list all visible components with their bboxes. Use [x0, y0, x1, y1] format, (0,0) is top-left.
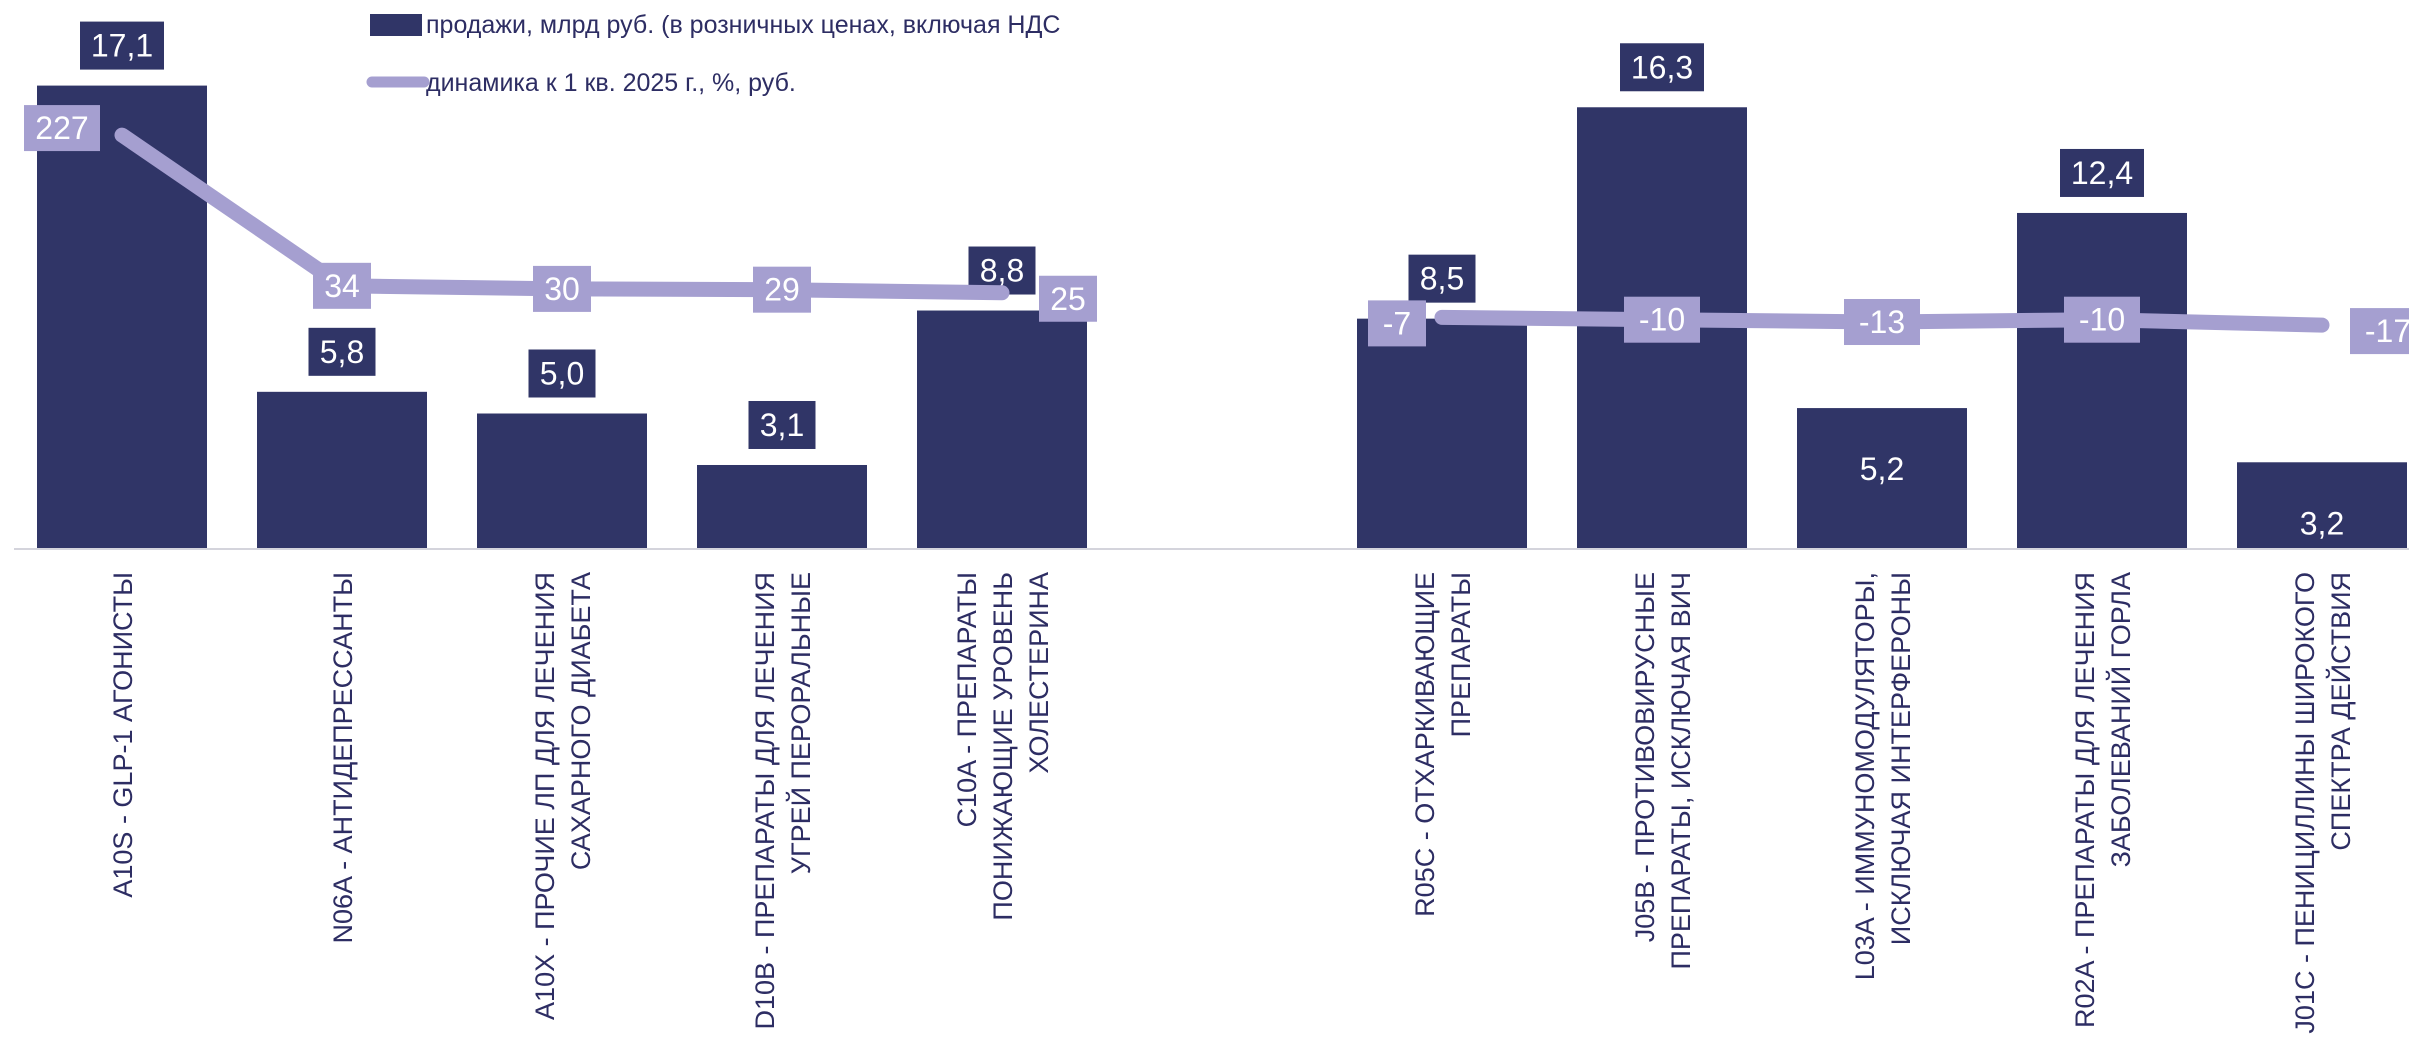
category-label: A10X - ПРОЧИЕ ЛП ДЛЯ ЛЕЧЕНИЯ САХАРНОГО ДИ… [530, 572, 596, 1020]
bar-value-label: 5,2 [1860, 451, 1904, 487]
category-label-line: L03A - ИММУНОМОДУЛЯТОРЫ, [1850, 572, 1880, 980]
category-label-line: J05B - ПРОТИВОВИРУСНЫЕ [1630, 572, 1660, 942]
line-value-label: -17 [2365, 313, 2409, 349]
category-label-line: САХАРНОГО ДИАБЕТА [566, 572, 596, 870]
bars-layer: 17,1 5,8 5,0 3,1 8,8 8,5 16,3 5,2 12,4 3,2 [37, 21, 2407, 550]
line-value-label: 30 [544, 271, 580, 307]
bar-value-box [528, 349, 596, 398]
line-value-label: -10 [2079, 302, 2125, 338]
bar [917, 310, 1087, 549]
category-label-line: R02A - ПРЕПАРАТЫ ДЛЯ ЛЕЧЕНИЯ [2070, 572, 2100, 1028]
line-value-box [1039, 275, 1097, 322]
line-value-box [24, 105, 100, 152]
line-value-label: 29 [764, 272, 800, 308]
category-label-line: ЗАБОЛЕВАНИЙ ГОРЛА [2105, 572, 2136, 867]
category-label-line: ХОЛЕСТЕРИНА [1024, 572, 1054, 774]
line-layer: 227 34 30 29 25 -7 -10 -13 -10 -17 [24, 105, 2409, 355]
bar-value-label: 17,1 [91, 28, 153, 64]
category-label: L03A - ИММУНОМОДУЛЯТОРЫ, ИСКЛЮЧАЯ ИНТЕРФЕ… [1850, 572, 1916, 980]
line-value-label: -10 [1639, 302, 1685, 338]
bar-value-box [748, 400, 816, 449]
category-label-line: C10A - ПРЕПАРАТЫ [952, 572, 982, 827]
category-label: A10S - GLP-1 АГОНИСТЫ [108, 572, 138, 898]
category-label: R02A - ПРЕПАРАТЫ ДЛЯ ЛЕЧЕНИЯ ЗАБОЛЕВАНИЙ … [2070, 572, 2136, 1028]
legend-line-label: динамика к 1 кв. 2025 г., %, руб. [426, 69, 796, 97]
bar-value-label: 16,3 [1631, 49, 1693, 85]
category-label-line: ПРЕПАРАТЫ [1446, 572, 1476, 737]
bar-value-box [2060, 148, 2144, 197]
bar-value-box [80, 21, 164, 70]
bar-value-box [1408, 254, 1476, 303]
bar-value-label: 5,8 [320, 334, 364, 370]
line-value-label: -13 [1859, 304, 1905, 340]
line-value-box [1624, 296, 1700, 343]
bar [257, 391, 427, 549]
bar [1357, 318, 1527, 549]
category-label-line: A10X - ПРОЧИЕ ЛП ДЛЯ ЛЕЧЕНИЯ [530, 572, 560, 1020]
bar-value-box [1620, 43, 1704, 92]
category-label: C10A - ПРЕПАРАТЫ ПОНИЖАЮЩИЕ УРОВЕНЬ ХОЛЕСТ… [952, 572, 1054, 921]
legend-bar-swatch [370, 14, 422, 36]
line-value-box [753, 266, 811, 313]
bar [697, 464, 867, 549]
legend: продажи, млрд руб. (в розничных ценах, в… [366, 11, 1060, 97]
line-value-box [313, 262, 371, 309]
category-label-line: J01C - ПЕНИЦИЛЛИНЫ ШИРОКОГО [2290, 572, 2320, 1034]
category-label-line: УГРЕЙ ПЕРОРАЛЬНЫЕ [785, 572, 816, 874]
bar-value-label: 5,0 [540, 356, 584, 392]
bar [1797, 408, 1967, 549]
bar-value-label: 8,8 [980, 253, 1024, 289]
bar [477, 413, 647, 549]
category-label-line: ПОНИЖАЮЩИЕ УРОВЕНЬ [988, 572, 1018, 921]
line-value-box [2064, 296, 2140, 343]
category-label: J01C - ПЕНИЦИЛЛИНЫ ШИРОКОГО СПЕКТРА ДЕЙСТ… [2290, 572, 2356, 1034]
bar-value-box [308, 327, 376, 376]
line-value-box [1844, 299, 1920, 346]
category-label-line: R05C - ОТХАРКИВАЮЩИЕ [1410, 572, 1440, 917]
line-value-box [1368, 300, 1426, 347]
category-label-line: D10B - ПРЕПАРАТЫ ДЛЯ ЛЕЧЕНИЯ [750, 572, 780, 1030]
category-label: R05C - ОТХАРКИВАЮЩИЕ ПРЕПАРАТЫ [1410, 572, 1476, 917]
bar-value-label: 12,4 [2071, 155, 2133, 191]
category-label: J05B - ПРОТИВОВИРУСНЫЕ ПРЕПАРАТЫ, ИСКЛЮЧА… [1630, 572, 1696, 970]
category-label-line: N06A - АНТИДЕПРЕССАНТЫ [328, 572, 358, 943]
bar [37, 85, 207, 549]
legend-bar-label: продажи, млрд руб. (в розничных ценах, в… [426, 11, 1060, 39]
line-value-label: -7 [1383, 305, 1411, 341]
bar [2237, 462, 2407, 549]
category-labels: A10S - GLP-1 АГОНИСТЫ N06A - АНТИДЕПРЕССА… [108, 572, 2356, 1034]
bar-value-label: 3,1 [760, 407, 804, 443]
line-value-box [2350, 308, 2409, 355]
line-value-label: 227 [35, 110, 88, 146]
category-label-line: СПЕКТРА ДЕЙСТВИЯ [2325, 572, 2356, 851]
bar [2017, 212, 2187, 549]
category-label: N06A - АНТИДЕПРЕССАНТЫ [328, 572, 358, 943]
line-value-label: 34 [324, 268, 360, 304]
bar-value-label: 3,2 [2300, 505, 2344, 541]
category-label-line: ПРЕПАРАТЫ, ИСКЛЮЧАЯ ВИЧ [1666, 572, 1696, 970]
category-label-line: A10S - GLP-1 АГОНИСТЫ [108, 572, 138, 898]
category-label-line: ИСКЛЮЧАЯ ИНТЕРФЕРОНЫ [1886, 572, 1916, 945]
line-value-box [533, 265, 591, 312]
line-value-label: 25 [1050, 281, 1086, 317]
category-label: D10B - ПРЕПАРАТЫ ДЛЯ ЛЕЧЕНИЯ УГРЕЙ ПЕРОРА… [750, 572, 816, 1030]
bar-value-label: 8,5 [1420, 261, 1464, 297]
